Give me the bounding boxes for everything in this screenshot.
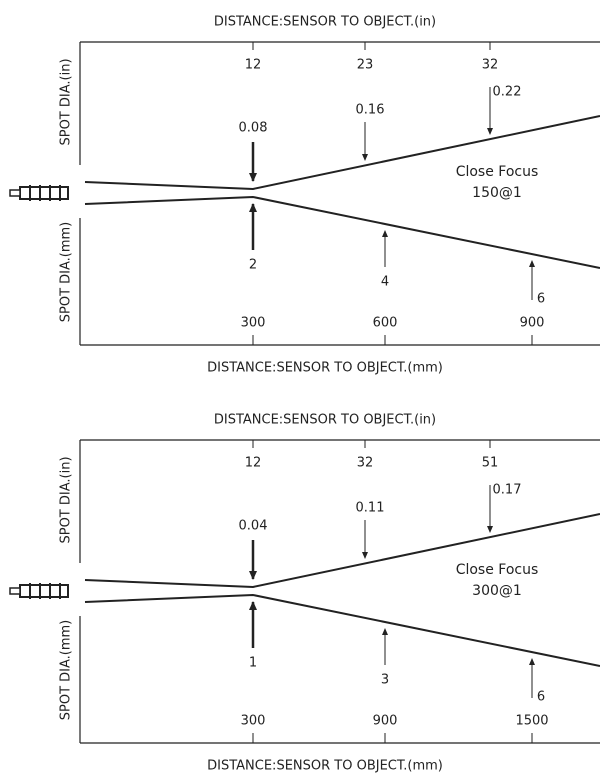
- upper-spot-label: 0.04: [239, 519, 268, 534]
- bottom-tick-label: 300: [241, 714, 266, 729]
- bottom-axis-title: DISTANCE:SENSOR TO OBJECT.(mm): [207, 361, 443, 376]
- note: 300@1: [472, 583, 522, 599]
- side-label: SPOT DIA.(in): [59, 58, 74, 145]
- lower-spot-label: 6: [537, 292, 545, 307]
- lower-spot-label: 6: [537, 690, 545, 705]
- lower-spot-label: 3: [381, 673, 389, 688]
- beam-lower: [84, 593, 600, 667]
- lower-spot-label: 4: [381, 275, 389, 290]
- lower-spot-label: 1: [249, 656, 257, 671]
- upper-spot-label: 0.16: [356, 103, 385, 118]
- top-tick-label: 23: [357, 58, 374, 73]
- top-tick-label: 12: [245, 456, 262, 471]
- upper-spot-label: 0.11: [356, 501, 385, 516]
- bottom-tick-label: 300: [241, 316, 266, 331]
- top-tick-label: 51: [482, 456, 499, 471]
- bottom-tick-label: 900: [520, 316, 545, 331]
- note: Close Focus: [456, 164, 539, 180]
- beam-upper: [84, 115, 600, 191]
- top-axis-title: DISTANCE:SENSOR TO OBJECT.(in): [214, 15, 436, 30]
- side-label: SPOT DIA.(mm): [59, 222, 74, 323]
- beam-lower: [84, 195, 600, 269]
- sensor-tail: [9, 587, 21, 595]
- bottom-tick-label: 1500: [515, 714, 548, 729]
- bottom-axis-title: DISTANCE:SENSOR TO OBJECT.(mm): [207, 759, 443, 774]
- beam-upper: [84, 513, 600, 589]
- top-axis-title: DISTANCE:SENSOR TO OBJECT.(in): [214, 413, 436, 428]
- note: Close Focus: [456, 562, 539, 578]
- side-label: SPOT DIA.(mm): [59, 620, 74, 721]
- lower-spot-label: 2: [249, 258, 257, 273]
- top-tick-label: 12: [245, 58, 262, 73]
- side-label: SPOT DIA.(in): [59, 456, 74, 543]
- top-tick-label: 32: [482, 58, 499, 73]
- sensor-tail: [9, 189, 21, 197]
- upper-spot-label: 0.17: [493, 483, 522, 498]
- top-tick-label: 32: [357, 456, 374, 471]
- upper-spot-label: 0.22: [493, 85, 522, 100]
- bottom-tick-label: 600: [373, 316, 398, 331]
- upper-spot-label: 0.08: [239, 121, 268, 136]
- note: 150@1: [472, 185, 522, 201]
- bottom-tick-label: 900: [373, 714, 398, 729]
